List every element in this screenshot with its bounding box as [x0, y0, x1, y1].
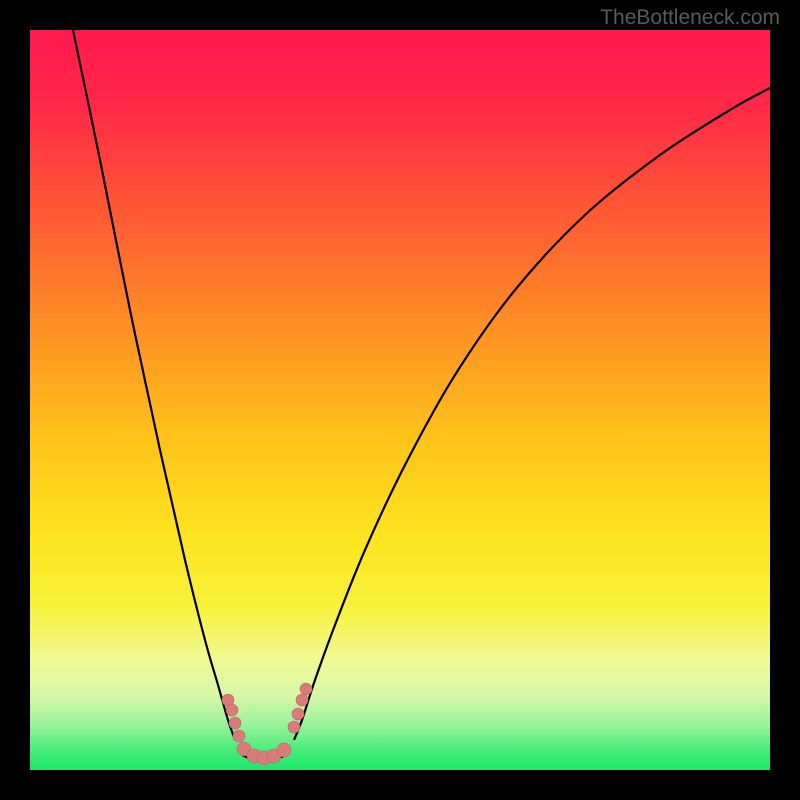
marker-dot	[300, 683, 312, 695]
marker-dot	[296, 694, 308, 706]
markers-bottom-cluster	[237, 742, 291, 765]
marker-dot	[226, 704, 238, 716]
marker-dot	[277, 743, 291, 757]
marker-dot	[233, 730, 245, 742]
marker-dot	[292, 708, 304, 720]
curve-left-branch	[73, 30, 235, 740]
bottleneck-chart	[30, 30, 770, 770]
watermark-text: TheBottleneck.com	[600, 6, 780, 30]
markers-right-cluster	[288, 683, 312, 733]
curve-layer	[30, 30, 770, 770]
markers-left-cluster	[222, 694, 245, 742]
curve-right-branch	[294, 88, 770, 740]
marker-dot	[288, 721, 300, 733]
marker-dot	[229, 717, 241, 729]
